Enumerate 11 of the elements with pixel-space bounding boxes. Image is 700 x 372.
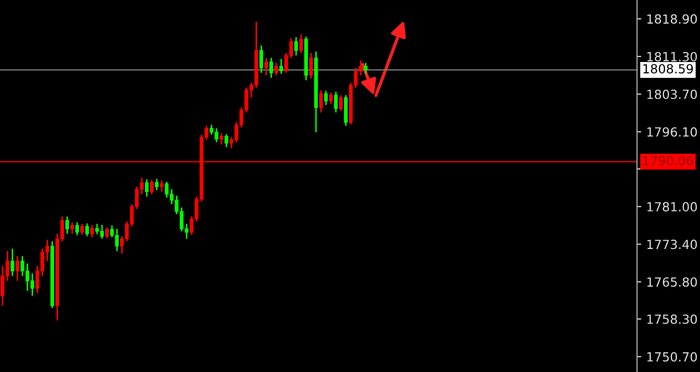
y-tick-label: 1750.70 <box>647 352 697 362</box>
y-tick-label: 1758.30 <box>647 314 697 324</box>
y-tick-label: 1803.70 <box>647 90 697 100</box>
y-tick-label: 1781.00 <box>647 202 697 212</box>
y-tick-label: 1765.80 <box>647 277 697 287</box>
y-tick-label: 1811.30 <box>647 52 697 62</box>
y-tick-label: 1796.10 <box>647 127 697 137</box>
y-tick-label: 1818.90 <box>647 14 697 24</box>
ref-line-label: 1790.06 <box>643 156 693 166</box>
ref-line-label: 1808.59 <box>643 64 693 74</box>
y-tick-label: 1773.40 <box>647 240 697 250</box>
